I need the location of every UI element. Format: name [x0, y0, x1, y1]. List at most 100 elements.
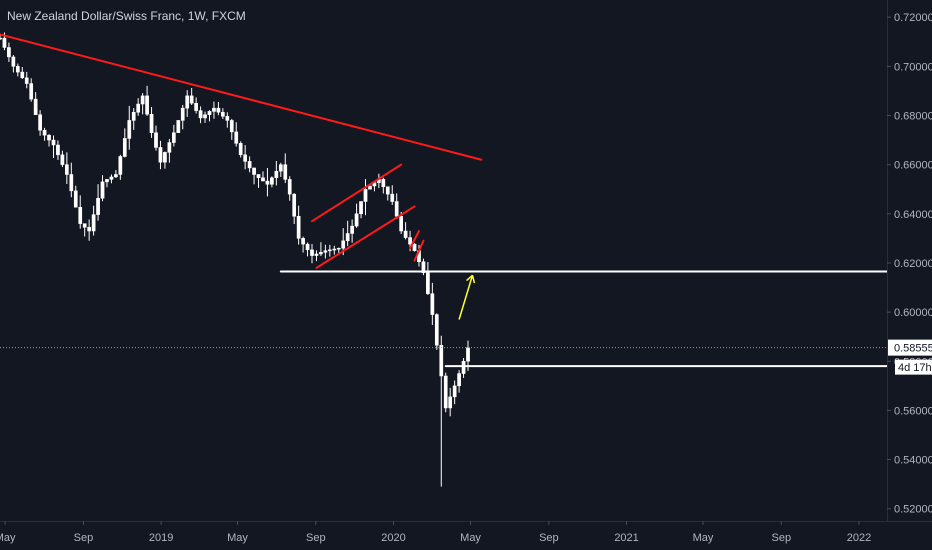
candle	[216, 101, 221, 116]
candle	[114, 170, 118, 178]
candle	[225, 112, 230, 128]
x-tick-label: Sep	[74, 532, 94, 544]
svg-text:0.58555: 0.58555	[894, 343, 932, 355]
candle	[24, 71, 29, 89]
x-tick-label: 2020	[381, 532, 405, 544]
x-tick-label: May	[0, 532, 16, 544]
time-axis[interactable]	[0, 521, 932, 550]
candle	[457, 370, 461, 393]
channel-lower-line[interactable]	[315, 205, 416, 269]
candle	[0, 35, 2, 41]
candle	[158, 140, 163, 170]
candle	[426, 262, 430, 295]
x-tick-label: May	[693, 532, 714, 544]
candle	[185, 90, 190, 117]
candle	[372, 182, 377, 192]
candle	[314, 250, 319, 262]
candle	[234, 122, 239, 147]
candle	[131, 108, 136, 130]
y-tick-label: 0.64000	[894, 209, 932, 221]
candle	[301, 236, 305, 253]
candle	[461, 358, 466, 378]
y-tick-label: 0.54000	[894, 455, 932, 467]
candle	[42, 127, 47, 141]
candle	[140, 93, 145, 115]
candle	[278, 162, 283, 177]
candle	[82, 223, 87, 237]
candle	[319, 242, 323, 257]
candle	[256, 174, 261, 188]
candle	[15, 63, 20, 77]
candle	[430, 282, 435, 325]
candle	[20, 67, 25, 79]
candle	[96, 184, 100, 221]
y-tick-label: 0.56000	[894, 405, 932, 417]
candle	[145, 85, 149, 116]
candle	[154, 125, 158, 151]
candle	[452, 380, 457, 405]
candle	[127, 105, 132, 150]
x-tick-label: May	[460, 532, 481, 544]
x-tick-label: 2019	[149, 532, 173, 544]
candle	[163, 151, 167, 169]
candle	[381, 177, 386, 194]
candle	[203, 111, 207, 123]
candle	[33, 92, 38, 115]
candle	[91, 205, 96, 236]
candle	[100, 175, 105, 202]
svg-text:4d 17h: 4d 17h	[898, 362, 932, 374]
x-tick-label: 2021	[614, 532, 638, 544]
candle	[350, 219, 354, 243]
candle	[287, 176, 292, 201]
candle	[412, 243, 417, 252]
candle	[390, 185, 395, 205]
channel-upper-line[interactable]	[311, 163, 403, 223]
small-trend-segment[interactable]	[413, 239, 425, 262]
bar-countdown-badge: 4d 17h	[895, 359, 932, 375]
candle	[136, 98, 141, 116]
y-tick-label: 0.68000	[894, 111, 932, 123]
x-tick-label: Sep	[539, 532, 559, 544]
candle	[7, 42, 11, 62]
candle	[359, 201, 363, 219]
small-trend-segment[interactable]	[409, 230, 420, 250]
candle	[265, 167, 270, 197]
candle	[189, 87, 194, 106]
candle	[229, 118, 234, 140]
candle	[198, 106, 203, 124]
candle	[261, 171, 265, 182]
candle	[403, 222, 408, 240]
candle	[207, 110, 212, 122]
candle	[305, 242, 310, 257]
candle	[274, 160, 279, 186]
candle	[363, 179, 368, 216]
candle	[345, 220, 350, 247]
candle	[65, 152, 69, 185]
candle	[354, 203, 359, 228]
candle	[149, 107, 154, 138]
candle	[51, 135, 56, 158]
candle	[38, 110, 42, 136]
up-arrow-icon[interactable]	[458, 274, 476, 320]
y-tick-label: 0.62000	[894, 258, 932, 270]
candle	[434, 313, 439, 350]
candle	[109, 174, 114, 184]
candle	[247, 156, 252, 173]
long-trendline[interactable]	[0, 33, 483, 161]
candle	[212, 101, 216, 119]
candle	[180, 104, 185, 130]
price-axis[interactable]	[887, 0, 932, 550]
candle	[167, 138, 172, 163]
x-tick-label: 2022	[847, 532, 871, 544]
candle	[73, 185, 78, 208]
candle	[171, 124, 176, 147]
candle	[323, 244, 328, 259]
candle	[270, 176, 274, 188]
candle	[105, 179, 109, 188]
x-tick-label: Sep	[772, 532, 792, 544]
symbol-title[interactable]: New Zealand Dollar/Swiss Franc, 1W, FXCM	[7, 9, 246, 23]
candle	[29, 78, 34, 102]
